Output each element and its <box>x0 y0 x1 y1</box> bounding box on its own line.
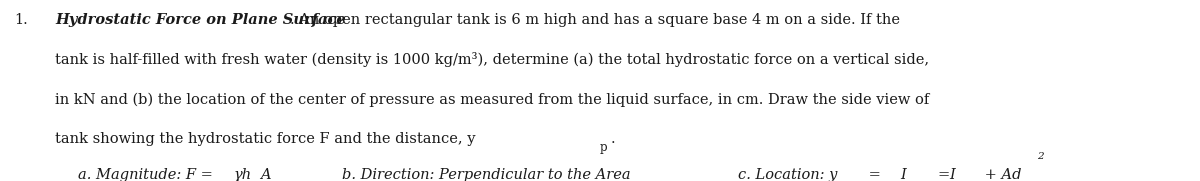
Text: 1.: 1. <box>14 13 28 27</box>
Text: . An open rectangular tank is 6 m high and has a square base 4 m on a side. If t: . An open rectangular tank is 6 m high a… <box>290 13 900 27</box>
Text: p: p <box>600 141 607 154</box>
Text: tank showing the hydrostatic force F and the distance, y: tank showing the hydrostatic force F and… <box>55 132 475 146</box>
Text: tank is half-filled with fresh water (density is 1000 kg/m³), determine (a) the : tank is half-filled with fresh water (de… <box>55 52 929 68</box>
Text: a. Magnitude: F =: a. Magnitude: F = <box>78 168 217 181</box>
Text: x: x <box>960 179 966 181</box>
Text: 2: 2 <box>1037 152 1044 161</box>
Text: γh: γh <box>234 168 252 181</box>
Text: Hydrostatic Force on Plane Surface: Hydrostatic Force on Plane Surface <box>55 13 346 27</box>
Text: s: s <box>910 179 916 181</box>
Text: A: A <box>260 168 271 181</box>
Text: I: I <box>900 168 906 181</box>
Text: =: = <box>937 168 949 181</box>
Text: c. Location: y: c. Location: y <box>738 168 838 181</box>
Text: .: . <box>611 132 616 146</box>
Text: + Ad: + Ad <box>980 168 1022 181</box>
Text: in kN and (b) the location of the center of pressure as measured from the liquid: in kN and (b) the location of the center… <box>55 92 930 107</box>
Text: b. Direction: Perpendicular to the Area: b. Direction: Perpendicular to the Area <box>342 168 631 181</box>
Text: I: I <box>949 168 955 181</box>
Text: =: = <box>864 168 881 181</box>
